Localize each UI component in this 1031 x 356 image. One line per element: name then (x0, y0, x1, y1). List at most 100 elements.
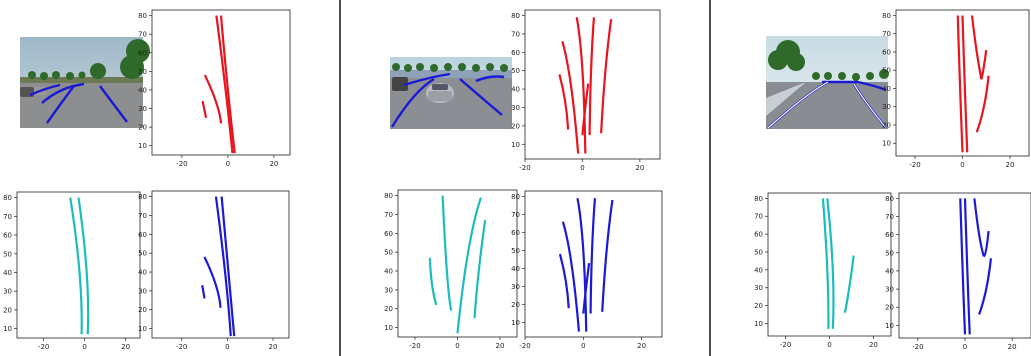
lane-plot-1-1: 10 20 30 40 50 60 70 80 -20 0 20 (138, 9, 291, 168)
lane-line-blue (963, 198, 971, 335)
y-tick-label: 60 (138, 231, 147, 239)
plot-frame (151, 9, 291, 156)
y-tick-label: 40 (511, 86, 520, 94)
lane-line-blue (561, 221, 581, 332)
y-tick-label: 40 (384, 268, 393, 276)
x-tick-label: -20 (519, 342, 530, 350)
lane-line-cyan (69, 197, 83, 335)
x-tick-label: -20 (409, 342, 420, 350)
lane-line-cyan (826, 198, 835, 329)
lane-line-red (980, 50, 988, 80)
y-tick-label: 30 (885, 286, 894, 294)
lane-line-blue (959, 198, 967, 335)
x-tick-label: 20 (269, 343, 278, 351)
lane-plot-1-2: 10 20 30 40 50 60 70 80 -20 0 20 (3, 191, 141, 351)
y-tick-label: 70 (3, 213, 12, 221)
lane-line-cyan (821, 198, 830, 329)
y-tick-label: 20 (882, 121, 891, 129)
y-tick-label: 80 (138, 12, 147, 20)
lane-line-blue (220, 196, 236, 337)
lane-line-blue (973, 198, 985, 257)
road-thumbnail-3 (766, 36, 889, 129)
lane-line-blue (201, 285, 206, 299)
x-tick-label: 0 (225, 343, 229, 351)
y-tick-label: 30 (882, 103, 891, 111)
y-tick-label: 50 (384, 249, 393, 257)
y-tick-label: 20 (3, 306, 12, 314)
x-tick-label: 20 (1006, 161, 1015, 169)
y-tick-label: 40 (511, 265, 520, 273)
y-tick-label: 20 (138, 124, 147, 132)
x-tick-label: 20 (869, 341, 878, 349)
lane-plot-2-1: 10 20 30 40 50 60 70 80 -20 0 20 (511, 9, 661, 172)
y-tick-label: 70 (885, 213, 894, 221)
y-tick-label: 80 (3, 194, 12, 202)
x-tick-label: 20 (121, 343, 130, 351)
x-tick-label: 0 (580, 164, 584, 172)
y-tick-label: 20 (885, 304, 894, 312)
y-tick-label: 80 (885, 195, 894, 203)
x-tick-label: 0 (455, 342, 459, 350)
lane-plot-3-3: 10 20 30 40 50 60 70 80 -20 0 20 (885, 192, 1031, 351)
x-tick-label: -20 (912, 343, 923, 351)
y-tick-label: 30 (511, 104, 520, 112)
x-tick-label: 0 (226, 160, 230, 168)
y-tick-label: 80 (511, 12, 520, 20)
y-tick-label: 60 (511, 49, 520, 57)
lane-line-red (588, 17, 596, 136)
y-tick-label: 10 (3, 325, 12, 333)
y-tick-label: 10 (885, 322, 894, 330)
x-tick-label: 0 (827, 341, 831, 349)
y-tick-label: 20 (138, 306, 147, 314)
lane-line-cyan (843, 255, 855, 313)
lane-line-red (581, 83, 590, 136)
lane-line-blue (203, 256, 222, 308)
lane-line-red (219, 15, 236, 154)
x-tick-label: 20 (269, 160, 278, 168)
y-tick-label: 50 (511, 67, 520, 75)
lane-line-red (970, 15, 983, 80)
y-tick-label: 80 (384, 192, 393, 200)
lane-plot-3-1: 10 20 30 40 50 60 70 80 -20 0 20 (882, 9, 1030, 169)
y-tick-label: 10 (511, 319, 520, 327)
lane-plot-2-2: 10 20 30 40 50 60 70 80 -20 0 20 (384, 189, 518, 350)
road-thumbnail-2 (390, 57, 512, 129)
x-tick-label: 20 (1008, 343, 1017, 351)
y-tick-label: 30 (138, 287, 147, 295)
lane-line-red (215, 15, 234, 154)
y-tick-label: 60 (384, 230, 393, 238)
y-tick-label: 80 (754, 195, 763, 203)
x-tick-label: -20 (176, 160, 187, 168)
lane-line-cyan (77, 197, 90, 335)
y-tick-label: 40 (138, 86, 147, 94)
y-tick-label: 50 (138, 68, 147, 76)
y-tick-label: 40 (882, 85, 891, 93)
x-tick-label: 0 (960, 161, 964, 169)
lane-plot-1-3: 10 20 30 40 50 60 70 80 -20 0 20 (138, 190, 290, 351)
y-tick-label: 60 (138, 49, 147, 57)
x-tick-label: -20 (780, 341, 791, 349)
y-tick-label: 10 (511, 141, 520, 149)
x-tick-label: -20 (38, 343, 49, 351)
y-tick-label: 30 (754, 284, 763, 292)
y-tick-label: 20 (754, 302, 763, 310)
y-tick-label: 70 (138, 212, 147, 220)
lane-line-cyan (428, 257, 438, 306)
lane-line-blue (214, 196, 232, 337)
lane-line-blue (582, 262, 591, 314)
lane-line-red (975, 75, 990, 133)
lane-line-blue (589, 198, 597, 314)
y-tick-label: 70 (511, 211, 520, 219)
y-tick-label: 40 (885, 267, 894, 275)
y-tick-label: 10 (384, 324, 393, 332)
y-tick-label: 10 (754, 320, 763, 328)
y-tick-label: 40 (3, 269, 12, 277)
x-tick-label: 0 (82, 343, 86, 351)
y-tick-label: 60 (511, 229, 520, 237)
lane-line-cyan (441, 195, 453, 311)
lane-line-red (600, 19, 613, 134)
x-tick-label: -20 (909, 161, 920, 169)
lane-line-red (961, 15, 969, 153)
y-tick-label: 30 (3, 288, 12, 296)
